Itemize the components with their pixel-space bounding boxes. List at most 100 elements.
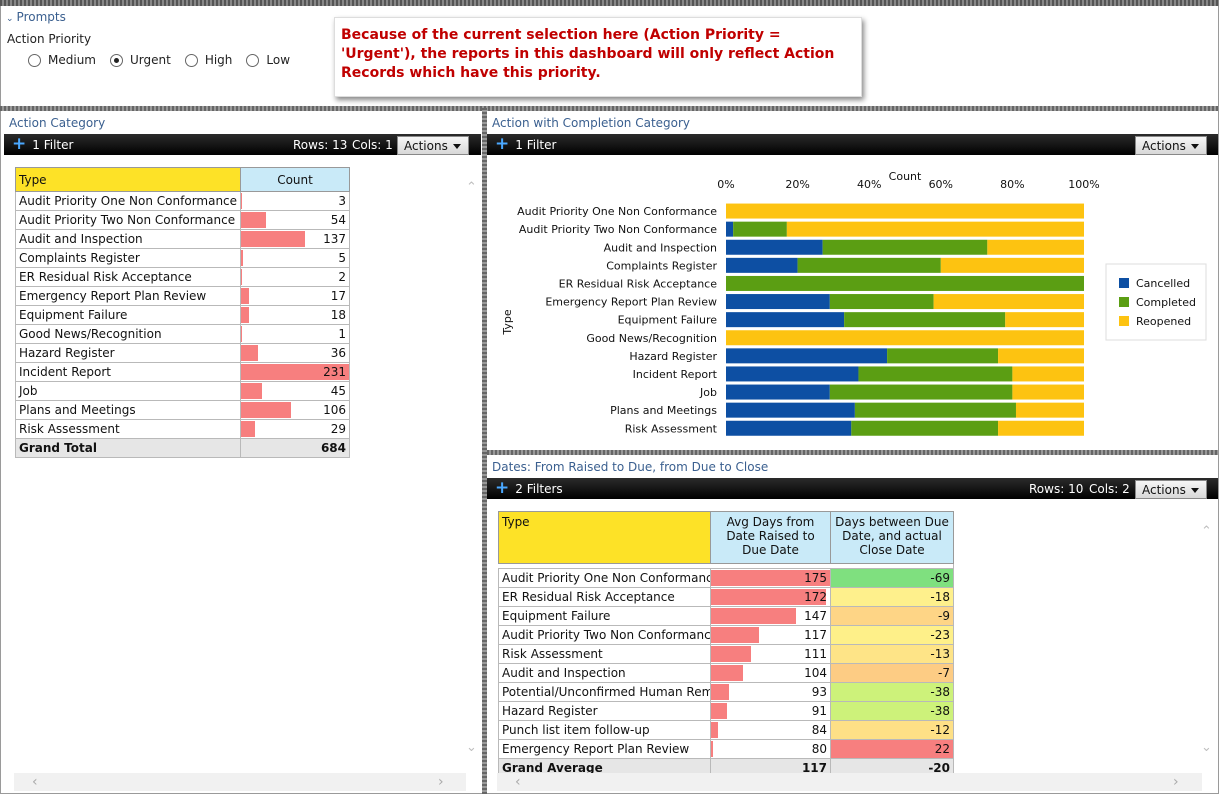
- count-cell[interactable]: 45: [240, 381, 350, 401]
- type-cell[interactable]: Job: [14, 381, 242, 401]
- x-tick-label: 20%: [785, 178, 809, 191]
- days-between-cell[interactable]: -9: [830, 606, 954, 626]
- column-header-type[interactable]: Type: [498, 511, 711, 564]
- count-cell[interactable]: 106: [240, 400, 350, 420]
- column-header-days-between[interactable]: Days between Due Date, and actual Close …: [830, 511, 954, 564]
- days-between-cell[interactable]: -69: [830, 568, 954, 588]
- scroll-right-icon[interactable]: ›: [1173, 774, 1179, 790]
- category-label: ER Residual Risk Acceptance: [559, 277, 718, 290]
- type-cell[interactable]: Equipment Failure: [498, 606, 711, 626]
- days-between-cell[interactable]: -13: [830, 644, 954, 664]
- scroll-left-icon[interactable]: ‹: [515, 774, 521, 790]
- filter-label[interactable]: 1 Filter: [515, 137, 557, 152]
- count-cell[interactable]: 1: [240, 324, 350, 344]
- type-cell[interactable]: Risk Assessment: [14, 419, 242, 439]
- count-cell[interactable]: 29: [240, 419, 350, 439]
- type-cell[interactable]: Incident Report: [14, 362, 242, 382]
- type-cell[interactable]: Potential/Unconfirmed Human Remains: [498, 682, 711, 702]
- count-bar: [241, 345, 258, 361]
- type-cell[interactable]: Good News/Recognition: [14, 324, 242, 344]
- type-cell[interactable]: Hazard Register: [498, 701, 711, 721]
- filter-label[interactable]: 2 Filters: [515, 481, 563, 496]
- add-filter-icon[interactable]: +: [495, 478, 510, 498]
- column-header-type[interactable]: Type: [14, 167, 242, 192]
- avg-days-cell[interactable]: 84: [710, 720, 831, 740]
- days-between-cell[interactable]: -7: [830, 663, 954, 683]
- type-cell[interactable]: ER Residual Risk Acceptance: [498, 587, 711, 607]
- type-cell[interactable]: Audit and Inspection: [14, 229, 242, 249]
- type-cell[interactable]: Punch list item follow-up: [498, 720, 711, 740]
- days-between-cell[interactable]: -38: [830, 682, 954, 702]
- avg-days-bar: [711, 627, 759, 643]
- scroll-up-icon[interactable]: ⌃: [466, 180, 477, 195]
- type-cell[interactable]: Hazard Register: [14, 343, 242, 363]
- type-cell[interactable]: Emergency Report Plan Review: [14, 286, 242, 306]
- count-cell[interactable]: 231: [240, 362, 350, 382]
- avg-days-cell[interactable]: 91: [710, 701, 831, 721]
- column-header-count[interactable]: Count: [240, 167, 350, 192]
- days-between-cell[interactable]: -12: [830, 720, 954, 740]
- radio-dot[interactable]: [246, 53, 260, 67]
- legend-label: Completed: [1136, 296, 1196, 309]
- type-cell[interactable]: Complaints Register: [14, 248, 242, 268]
- count-cell[interactable]: 54: [240, 210, 350, 230]
- radio-high[interactable]: High: [184, 53, 232, 67]
- horizontal-scrollbar[interactable]: ‹ ›: [14, 773, 466, 791]
- avg-days-cell[interactable]: 117: [710, 625, 831, 645]
- count-cell[interactable]: 3: [240, 191, 350, 211]
- actions-button[interactable]: Actions: [1135, 136, 1207, 155]
- filter-label[interactable]: 1 Filter: [32, 137, 74, 152]
- days-between-cell[interactable]: 22: [830, 739, 954, 759]
- legend-swatch: [1119, 278, 1129, 288]
- radio-low[interactable]: Low: [246, 53, 290, 67]
- avg-days-cell[interactable]: 104: [710, 663, 831, 683]
- actions-button[interactable]: Actions: [397, 136, 469, 155]
- radio-urgent[interactable]: Urgent: [109, 53, 171, 67]
- type-cell[interactable]: Emergency Report Plan Review: [498, 739, 711, 759]
- scroll-down-icon[interactable]: ⌄: [1201, 740, 1212, 755]
- type-cell[interactable]: Plans and Meetings: [14, 400, 242, 420]
- count-cell[interactable]: 137: [240, 229, 350, 249]
- avg-days-cell[interactable]: 147: [710, 606, 831, 626]
- avg-days-cell[interactable]: 175: [710, 568, 831, 588]
- column-header-avg-days[interactable]: Avg Days from Date Raised to Due Date: [710, 511, 831, 564]
- scroll-down-icon[interactable]: ⌄: [466, 740, 477, 755]
- type-cell[interactable]: ER Residual Risk Acceptance: [14, 267, 242, 287]
- table-row: Audit Priority One Non Conformance 175 -69: [498, 568, 954, 588]
- type-cell[interactable]: Equipment Failure: [14, 305, 242, 325]
- type-cell[interactable]: Audit Priority Two Non Conformance: [14, 210, 242, 230]
- count-bar: [241, 231, 306, 247]
- type-cell[interactable]: Audit and Inspection: [498, 663, 711, 683]
- bar-reopened: [998, 348, 1084, 364]
- count-cell[interactable]: 18: [240, 305, 350, 325]
- radio-dot[interactable]: [184, 53, 198, 67]
- days-between-cell[interactable]: -38: [830, 701, 954, 721]
- radio-dot-selected[interactable]: [109, 53, 123, 67]
- actions-button[interactable]: Actions: [1135, 480, 1207, 499]
- count-cell[interactable]: 2: [240, 267, 350, 287]
- prompts-toggle[interactable]: ⌄ Prompts: [6, 10, 66, 24]
- type-cell[interactable]: Audit Priority One Non Conformance: [14, 191, 242, 211]
- days-between-cell[interactable]: -18: [830, 587, 954, 607]
- horizontal-scrollbar[interactable]: ‹ ›: [497, 773, 1202, 791]
- avg-days-cell[interactable]: 93: [710, 682, 831, 702]
- scroll-left-icon[interactable]: ‹: [32, 774, 38, 790]
- scroll-up-icon[interactable]: ⌃: [1201, 524, 1212, 539]
- type-cell[interactable]: Audit Priority Two Non Conformance: [498, 625, 711, 645]
- days-between-cell[interactable]: -23: [830, 625, 954, 645]
- completion-toolbar: + 1 Filter: [487, 134, 1218, 155]
- count-cell[interactable]: 5: [240, 248, 350, 268]
- radio-medium[interactable]: Medium: [28, 53, 96, 67]
- avg-days-cell[interactable]: 111: [710, 644, 831, 664]
- add-filter-icon[interactable]: +: [12, 134, 27, 154]
- legend-label: Reopened: [1136, 315, 1191, 328]
- count-cell[interactable]: 36: [240, 343, 350, 363]
- scroll-right-icon[interactable]: ›: [438, 774, 444, 790]
- avg-days-cell[interactable]: 80: [710, 739, 831, 759]
- type-cell[interactable]: Audit Priority One Non Conformance: [498, 568, 711, 588]
- avg-days-cell[interactable]: 172: [710, 587, 831, 607]
- type-cell[interactable]: Risk Assessment: [498, 644, 711, 664]
- count-cell[interactable]: 17: [240, 286, 350, 306]
- add-filter-icon[interactable]: +: [495, 134, 510, 154]
- radio-dot[interactable]: [28, 53, 41, 67]
